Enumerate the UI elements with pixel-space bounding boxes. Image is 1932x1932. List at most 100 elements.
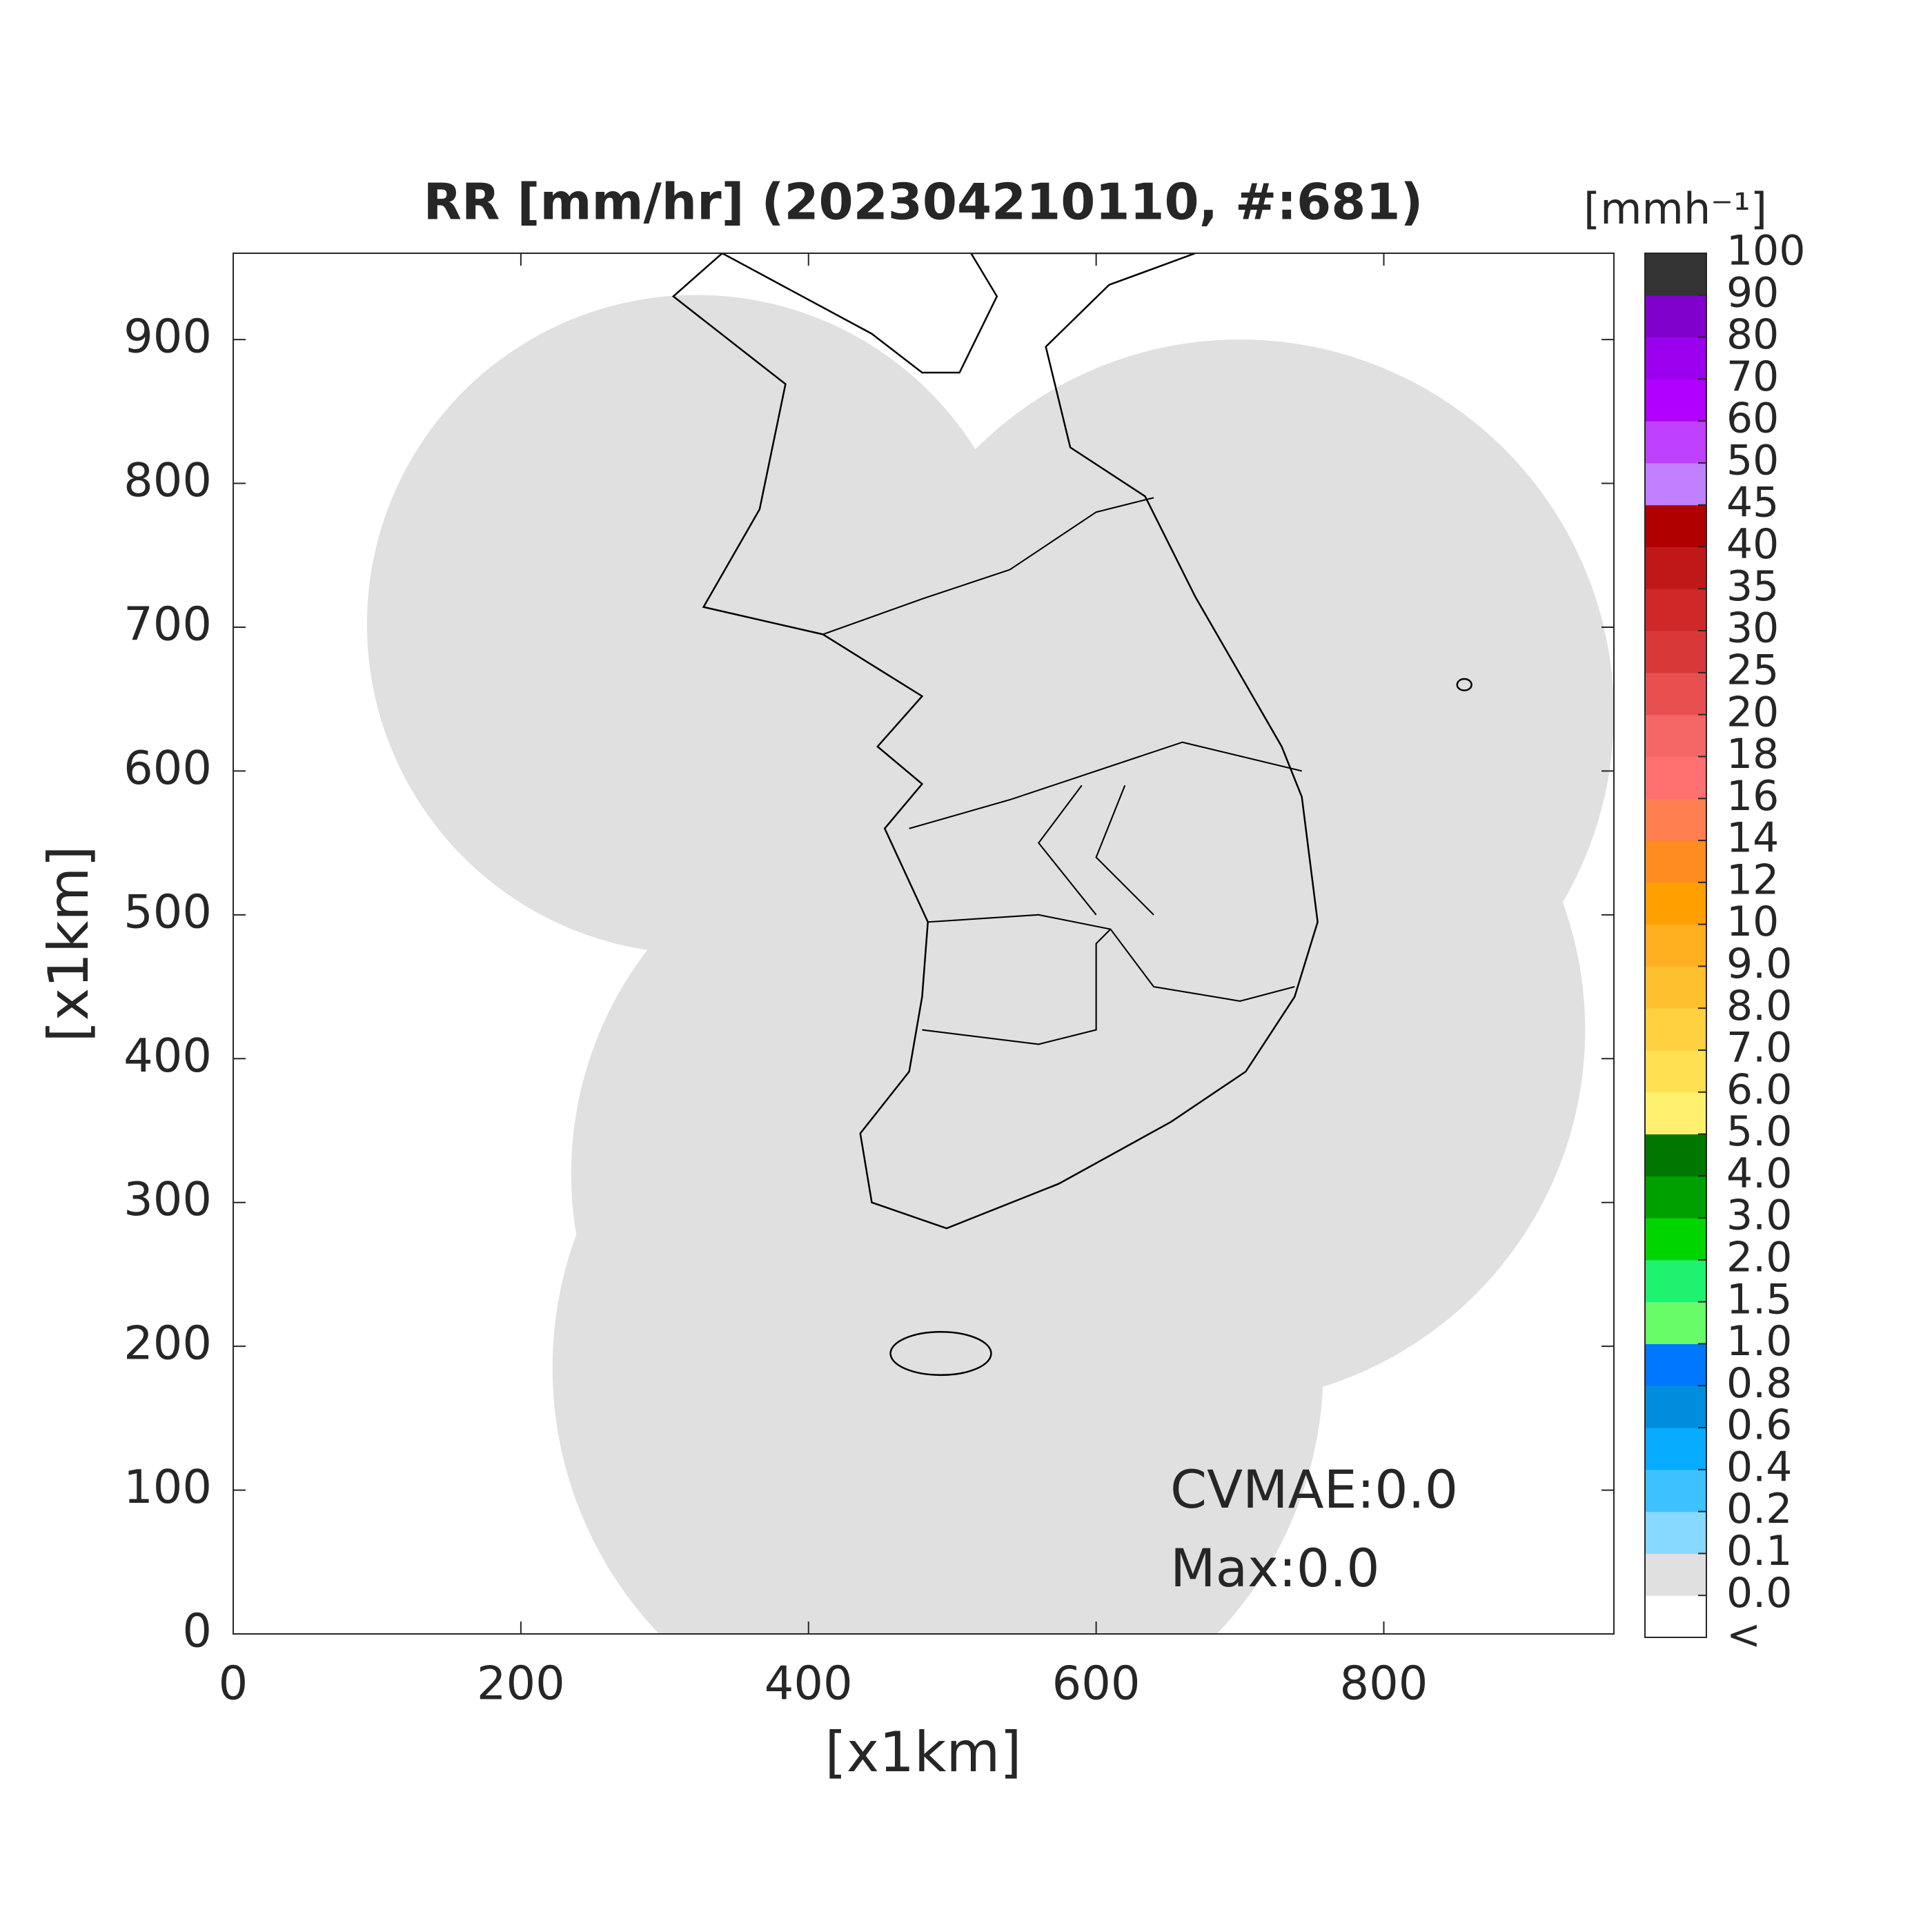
colorbar-segment <box>1645 253 1706 296</box>
x-tick-label: 600 <box>1052 1657 1141 1711</box>
y-tick-label: 800 <box>124 453 212 507</box>
colorbar-segment <box>1645 1049 1706 1093</box>
colorbar-tick-label: 70 <box>1726 353 1779 401</box>
colorbar-tick-label: 3.0 <box>1726 1192 1792 1240</box>
colorbar-segment <box>1645 672 1706 716</box>
colorbar-segment <box>1645 589 1706 631</box>
colorbar-tick-label: 4.0 <box>1726 1150 1792 1198</box>
colorbar-tick-label: 12 <box>1726 856 1779 904</box>
uncovered-area <box>673 253 997 373</box>
colorbar-tick-label: 1.5 <box>1726 1275 1792 1323</box>
colorbar-tick-label: 0.1 <box>1726 1527 1792 1575</box>
border-line <box>822 497 1154 635</box>
colorbar-segment <box>1645 1343 1706 1386</box>
colorbar-segment <box>1645 1553 1706 1596</box>
colorbar-tick-label: 8.0 <box>1726 982 1792 1030</box>
colorbar-segment <box>1645 1469 1706 1512</box>
colorbar-segment <box>1645 1218 1706 1261</box>
y-tick-label: 900 <box>124 310 212 364</box>
colorbar-segment <box>1645 1176 1706 1219</box>
map-layer <box>366 253 1614 1634</box>
y-tick-label: 400 <box>124 1029 212 1083</box>
y-tick-label: 300 <box>124 1172 212 1226</box>
colorbar-segment <box>1645 421 1706 464</box>
colorbar-tick-label: 5.0 <box>1726 1107 1792 1156</box>
colorbar-tick-label: 20 <box>1726 688 1779 736</box>
colorbar-segment <box>1645 295 1706 338</box>
colorbar-tick-label: 0.4 <box>1726 1443 1792 1491</box>
colorbar-tick-label: 7.0 <box>1726 1024 1792 1072</box>
colorbar-segment <box>1645 714 1706 757</box>
coverage-area <box>366 295 1026 954</box>
colorbar-tick-label: 50 <box>1726 437 1779 485</box>
colorbar-segment <box>1645 882 1706 925</box>
radar-coverage <box>366 295 1614 1634</box>
border-line <box>1037 785 1097 916</box>
colorbar-segment <box>1645 840 1706 883</box>
colorbar-tick-label: 90 <box>1726 268 1779 317</box>
colorbar-segment <box>1645 966 1706 1009</box>
y-tick-label: 700 <box>124 597 212 651</box>
colorbar-segment <box>1645 631 1706 673</box>
colorbar-segment <box>1645 756 1706 799</box>
colorbar-segment <box>1645 1092 1706 1135</box>
colorbar-tick-label: 0.0 <box>1726 1569 1792 1617</box>
colorbar-segment <box>1645 1301 1706 1344</box>
jeju-island <box>889 1331 992 1377</box>
colorbar-tick-label: 25 <box>1726 646 1779 694</box>
ulleung-island <box>1456 678 1472 691</box>
map-area <box>366 253 1614 1634</box>
colorbar-segment <box>1645 798 1706 841</box>
border-line <box>909 741 1302 829</box>
border-line <box>1095 785 1154 916</box>
colorbar-tick-label: 2.0 <box>1726 1234 1792 1282</box>
colorbar-segment <box>1645 1008 1706 1051</box>
colorbar-tick-label: 35 <box>1726 562 1779 611</box>
colorbar-tick-label: 0.6 <box>1726 1401 1792 1450</box>
colorbar-tick-label: 40 <box>1726 520 1779 569</box>
colorbar-segment <box>1645 546 1706 589</box>
colorbar-tick-label: 0.8 <box>1726 1359 1792 1408</box>
border-line <box>927 914 1295 1002</box>
y-tick-label: 0 <box>182 1604 212 1658</box>
chart-title: RR [mm/hr] (202304210110, #:681) <box>424 173 1423 231</box>
x-tick-label: 400 <box>765 1657 853 1711</box>
colorbar-segment <box>1645 1595 1706 1638</box>
y-axis-label: [x1km] <box>37 846 101 1043</box>
colorbar-tick-label: 6.0 <box>1726 1065 1792 1114</box>
colorbar-tick-label: 1.0 <box>1726 1317 1792 1366</box>
colorbar-tick-label: < <box>1726 1611 1761 1659</box>
y-tick-label: 200 <box>124 1317 212 1370</box>
colorbar-tick-label: 10 <box>1726 898 1779 946</box>
colorbar-tick-label: 30 <box>1726 604 1779 653</box>
colorbar-tick-label: 45 <box>1726 478 1779 526</box>
x-tick-label: 0 <box>219 1657 248 1711</box>
colorbar-segment <box>1645 924 1706 967</box>
colorbar-segment <box>1645 1134 1706 1176</box>
annotation: CVMAE:0.0 <box>1170 1459 1458 1520</box>
y-tick-label: 100 <box>124 1460 212 1514</box>
colorbar-segment <box>1645 1259 1706 1303</box>
colorbar-segment <box>1645 1386 1706 1428</box>
colorbar-tick-label: 80 <box>1726 310 1779 359</box>
x-tick-label: 200 <box>477 1657 565 1711</box>
coastline <box>671 253 1319 1230</box>
colorbar-tick-label: 60 <box>1726 395 1779 443</box>
colorbar-tick-label: 18 <box>1726 730 1779 778</box>
annotation: Max:0.0 <box>1170 1537 1380 1599</box>
border-line <box>922 928 1112 1045</box>
colorbar-label: [mmh⁻¹] <box>1584 184 1767 234</box>
colorbar-tick-label: 100 <box>1726 227 1806 275</box>
colorbar-segment <box>1645 504 1706 548</box>
plot-frame <box>233 253 1615 1635</box>
colorbar-tick-label: 14 <box>1726 814 1779 862</box>
colorbar-segment <box>1645 337 1706 379</box>
colorbar-segment <box>1645 462 1706 506</box>
colorbar-segment <box>1645 379 1706 422</box>
colorbar-frame <box>1644 253 1707 1638</box>
colorbar-segment <box>1645 1428 1706 1470</box>
y-tick-label: 600 <box>124 741 212 795</box>
x-tick-label: 800 <box>1340 1657 1428 1711</box>
colorbar-tick-label: 0.2 <box>1726 1485 1792 1533</box>
